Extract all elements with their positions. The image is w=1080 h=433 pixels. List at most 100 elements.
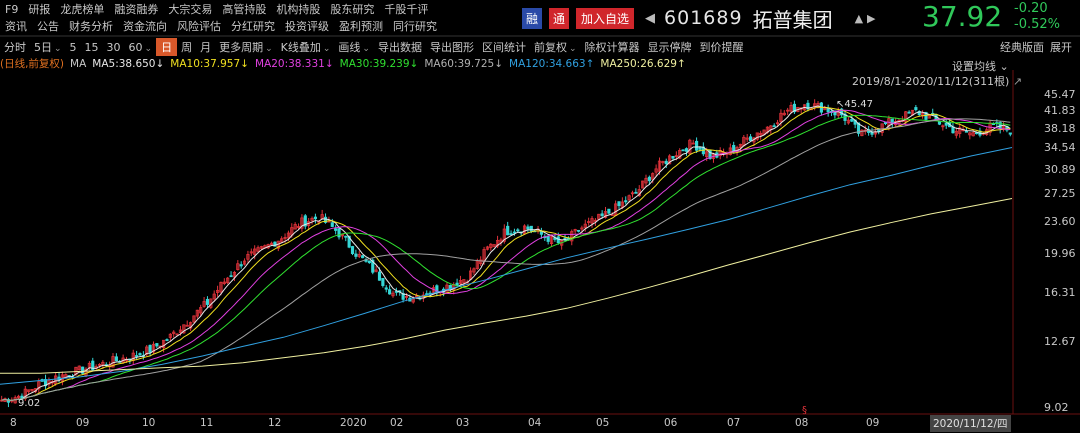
toolbar-item[interactable]: 5: [69, 40, 77, 54]
x-tick-label: 06: [664, 417, 678, 429]
margin-trading-tag[interactable]: 融: [522, 7, 543, 29]
candle-body: [651, 173, 655, 180]
candle-body: [671, 155, 675, 159]
menu-row2-item[interactable]: 盈利预测: [339, 20, 383, 33]
candle-body: [654, 168, 658, 173]
candle-body: [971, 132, 975, 137]
toolbar-item[interactable]: 5日: [30, 39, 66, 55]
candle-body: [330, 222, 334, 227]
candle-body: [303, 215, 307, 227]
top-menu-row-1: F9 研报 龙虎榜单 融资融券 大宗交易 高管持股 机构持股 股东研究 千股千评: [0, 0, 433, 18]
menu-row1-item[interactable]: 股东研究: [330, 3, 375, 16]
candle-body: [236, 263, 240, 270]
candle-body: [958, 127, 962, 134]
x-tick-label: 10: [142, 417, 156, 429]
candle-body: [323, 216, 328, 223]
toolbar-item[interactable]: 周: [181, 41, 193, 54]
toolbar-item[interactable]: 导出数据: [377, 41, 422, 54]
menu-row2-item[interactable]: 投资评级: [285, 20, 329, 33]
range-arrow-icon: ↗: [1012, 75, 1023, 88]
candle-body: [806, 102, 810, 110]
connect-tag[interactable]: 通: [549, 7, 570, 29]
prev-stock-arrow-icon[interactable]: ◀: [645, 10, 656, 26]
candle-body: [499, 239, 503, 243]
toolbar-item[interactable]: 显示停牌: [647, 41, 692, 54]
toolbar-item[interactable]: 画线: [334, 39, 374, 55]
toolbar-item[interactable]: 除权计算器: [584, 41, 640, 54]
toolbar-item[interactable]: K线叠加: [277, 39, 335, 55]
candle-body: [826, 107, 830, 113]
menu-row2-item[interactable]: 风险评估: [177, 20, 221, 33]
layout-select[interactable]: 经典版面: [1000, 41, 1044, 54]
candle-body: [840, 108, 844, 116]
x-tick-label: 07: [727, 417, 741, 429]
toolbar-item[interactable]: 到价提醒: [699, 41, 744, 54]
ma250-line: [0, 198, 1013, 374]
toolbar-item[interactable]: 60: [125, 41, 157, 54]
menu-row2-item[interactable]: 资讯: [5, 20, 27, 33]
alert-bell-icon[interactable]: ▲: [854, 11, 864, 25]
candle-body: [354, 253, 358, 257]
toolbar-item[interactable]: 月: [200, 41, 212, 54]
candle-body: [219, 281, 223, 293]
candle-body: [337, 228, 341, 238]
candle-body: [205, 298, 210, 305]
y-tick-label: 16.31: [1044, 286, 1076, 300]
candle-body: [350, 246, 355, 254]
menu-row1-item[interactable]: F9: [5, 2, 19, 16]
next-stock-arrow-icon[interactable]: ▶: [867, 11, 876, 25]
y-tick-label: 9.02: [1044, 401, 1069, 414]
candle-body: [404, 295, 409, 298]
toolbar-item[interactable]: 前复权: [530, 39, 581, 55]
toolbar-item[interactable]: 30: [106, 40, 121, 54]
candle-body: [546, 235, 550, 242]
candle-body: [634, 191, 638, 194]
candle-body: [114, 356, 118, 362]
ma10-line: [1, 106, 1011, 401]
candle-body: [516, 229, 520, 232]
x-tick-label: 09: [866, 417, 880, 429]
candle-body: [728, 147, 732, 155]
candle-body: [310, 217, 314, 221]
add-to-watchlist-button[interactable]: 加入自选: [576, 7, 635, 29]
toolbar-item[interactable]: 分时: [4, 41, 26, 54]
toolbar-item[interactable]: 导出图形: [429, 41, 474, 54]
menu-row2-item[interactable]: 财务分析: [69, 20, 113, 33]
toolbar-item[interactable]: 日: [156, 38, 178, 56]
menu-row1-item[interactable]: 融资融券: [114, 3, 159, 16]
toolbar-item[interactable]: 15: [84, 40, 99, 54]
candle-body: [745, 137, 749, 140]
menu-row1-item[interactable]: 高管持股: [222, 3, 267, 16]
toolbar-item[interactable]: 更多周期: [215, 39, 277, 55]
candle-body: [253, 248, 257, 255]
expand-button[interactable]: 展开: [1050, 41, 1072, 54]
x-tick-label: 8: [10, 417, 17, 429]
candle-body: [506, 225, 510, 236]
candle-body: [772, 125, 776, 128]
x-tick-label: 05: [596, 417, 610, 429]
ma30-value: MA30:39.239↓: [339, 57, 419, 70]
y-tick-label: 19.96: [1044, 247, 1076, 261]
ma-settings-button[interactable]: 设置均线 ⌄: [952, 60, 1009, 73]
candle-body: [77, 365, 81, 371]
menu-row1-item[interactable]: 千股千评: [384, 3, 429, 16]
ma120-line: [0, 147, 1013, 385]
candle-body: [954, 130, 958, 136]
menu-row2-item[interactable]: 同行研究: [393, 20, 437, 33]
ma30-line: [1, 114, 1011, 401]
candle-body: [779, 112, 783, 122]
menu-row2-item[interactable]: 分红研究: [231, 20, 275, 33]
menu-row2-item[interactable]: 公告: [37, 20, 59, 33]
menu-row1-item[interactable]: 机构持股: [276, 3, 321, 16]
menu-row1-item[interactable]: 龙虎榜单: [60, 3, 105, 16]
y-tick-label: 41.83: [1044, 104, 1076, 118]
menu-row1-item[interactable]: 研报: [28, 3, 51, 16]
menu-row1-item[interactable]: 大宗交易: [168, 3, 213, 16]
candle-body: [401, 293, 405, 300]
menu-row2-item[interactable]: 资金流向: [123, 20, 167, 33]
candle-body: [927, 115, 931, 119]
candle-body: [759, 132, 763, 136]
toolbar-item[interactable]: 区间统计: [481, 41, 526, 54]
x-tick-label: 02: [390, 417, 404, 429]
